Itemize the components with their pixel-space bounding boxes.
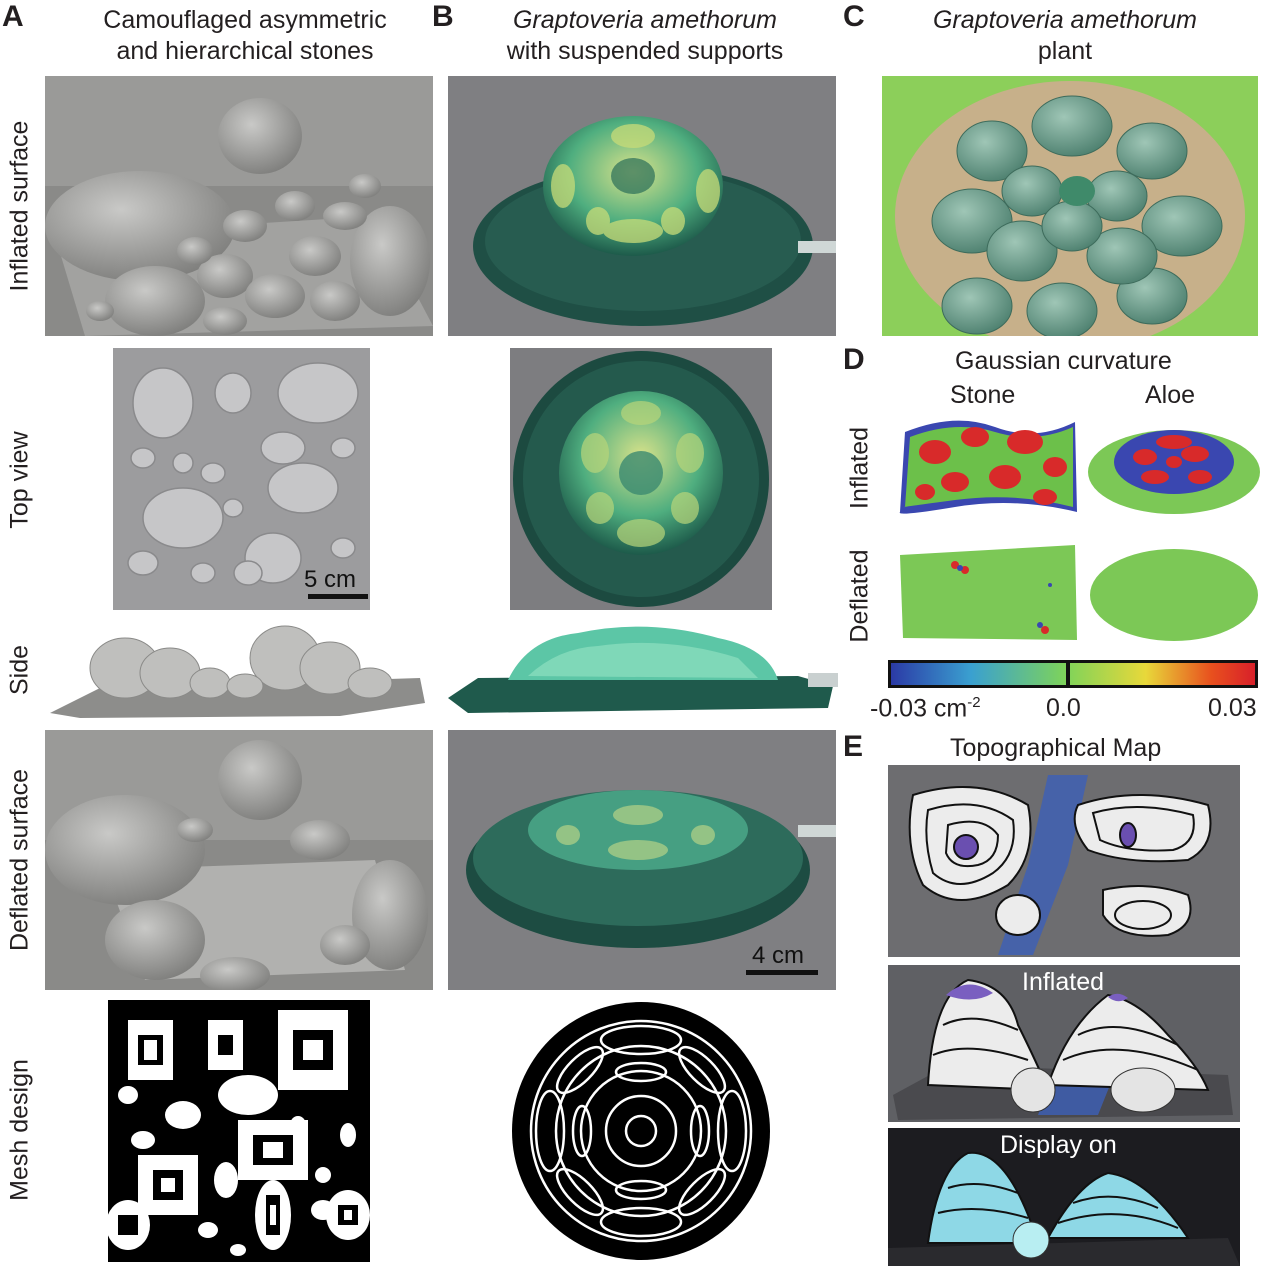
panel-a-title: Camouflaged asymmetric and hierarchical …: [60, 5, 430, 67]
colorbar-max-label: 0.03: [1208, 694, 1257, 722]
photo-b-deflated-surface: [448, 730, 836, 990]
curvature-stone-inflated: [895, 412, 1080, 517]
panel-b-title-line2: with suspended supports: [506, 37, 784, 65]
photo-e-display-on: [888, 1128, 1240, 1266]
panel-c-title-line2: plant: [1037, 37, 1093, 65]
colorbar: [888, 660, 1258, 688]
panel-letter-e: E: [843, 730, 864, 763]
photo-a-side: [40, 618, 432, 720]
panel-d-title: Gaussian curvature: [955, 347, 1172, 375]
photo-b-top-view: [510, 348, 772, 610]
photo-a-deflated-surface: [45, 730, 433, 990]
scale-bar-a-label: 5 cm: [304, 566, 357, 593]
panel-b-title-line1: Graptoveria amethorum: [512, 6, 777, 34]
photo-c-plant: [882, 76, 1258, 336]
panel-c-title: Graptoveria amethorum plant: [880, 5, 1250, 67]
mesh-design-stones: [108, 1000, 370, 1262]
colorbar-mid-label: 0.0: [1046, 694, 1081, 722]
panel-letter-a: A: [2, 0, 24, 33]
panel-letter-b: B: [432, 0, 454, 33]
panel-a-title-line1: Camouflaged asymmetric: [103, 6, 387, 34]
curvature-aloe-inflated: [1085, 412, 1263, 517]
photo-b-side: [448, 618, 838, 720]
photo-b-inflated-surface: [448, 76, 836, 336]
mesh-design-succulent: [510, 1000, 772, 1262]
panel-a-title-line2: and hierarchical stones: [116, 37, 374, 65]
photo-a-inflated-surface: [45, 76, 433, 336]
photo-e-topographical-map: [888, 765, 1240, 957]
panel-d-col-stone: Stone: [950, 381, 1016, 409]
scale-bar-b: [746, 970, 818, 975]
panel-d-col-aloe: Aloe: [1145, 381, 1196, 409]
panel-letter-c: C: [843, 0, 865, 33]
panel-letter-d: D: [843, 343, 865, 376]
colorbar-min-label: -0.03 cm-2: [870, 694, 981, 723]
scale-bar-a: [308, 594, 368, 599]
photo-e-inflated: [888, 965, 1240, 1122]
panel-e-label-inflated: Inflated: [1022, 968, 1105, 996]
panel-c-title-line1: Graptoveria amethorum: [932, 6, 1197, 34]
scale-bar-b-label: 4 cm: [752, 942, 805, 969]
colorbar-mid-tick: [1066, 660, 1070, 688]
panel-e-label-display-on: Display on: [1000, 1131, 1117, 1159]
panel-b-title: Graptoveria amethorum with suspended sup…: [460, 5, 830, 67]
curvature-stone-deflated: [895, 540, 1080, 645]
curvature-aloe-deflated: [1085, 540, 1263, 645]
panel-e-title: Topographical Map: [950, 734, 1162, 762]
photo-a-top-view: [113, 348, 370, 610]
